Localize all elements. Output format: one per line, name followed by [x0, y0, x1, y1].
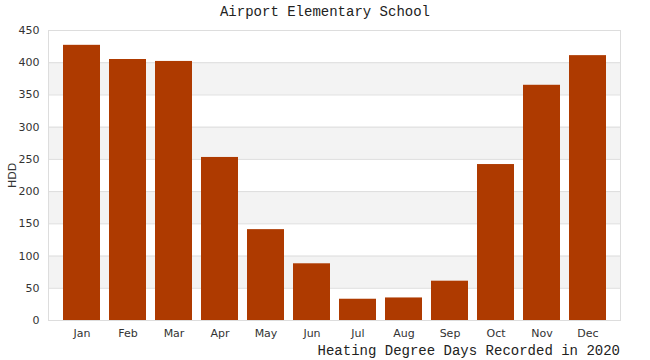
svg-text:250: 250: [19, 153, 40, 166]
svg-text:Jul: Jul: [350, 327, 364, 340]
svg-text:Oct: Oct: [486, 327, 506, 340]
svg-text:Jun: Jun: [302, 327, 320, 340]
svg-text:Jan: Jan: [73, 327, 91, 340]
svg-text:150: 150: [19, 217, 40, 230]
svg-text:450: 450: [19, 24, 40, 37]
svg-text:0: 0: [33, 314, 40, 327]
svg-text:400: 400: [19, 56, 40, 69]
svg-text:Aug: Aug: [393, 327, 414, 340]
html-text:Heating Degree Days Recorded i: Heating Degree Days Recorded in 2020: [317, 343, 620, 359]
svg-text:350: 350: [19, 88, 40, 101]
svg-text:Apr: Apr: [210, 327, 230, 340]
svg-text:Feb: Feb: [118, 327, 137, 340]
svg-text:300: 300: [19, 121, 40, 134]
svg-text:Dec: Dec: [577, 327, 598, 340]
html-text:Airport Elementary School: Airport Elementary School: [220, 4, 430, 20]
svg-text:100: 100: [19, 250, 40, 263]
svg-text:HDD: HDD: [6, 163, 19, 188]
svg-text:Sep: Sep: [440, 327, 461, 340]
svg-text:Nov: Nov: [531, 327, 553, 340]
svg-text:200: 200: [19, 185, 40, 198]
svg-text:50: 50: [26, 282, 40, 295]
svg-text:May: May: [255, 327, 278, 340]
svg-text:Mar: Mar: [164, 327, 185, 340]
